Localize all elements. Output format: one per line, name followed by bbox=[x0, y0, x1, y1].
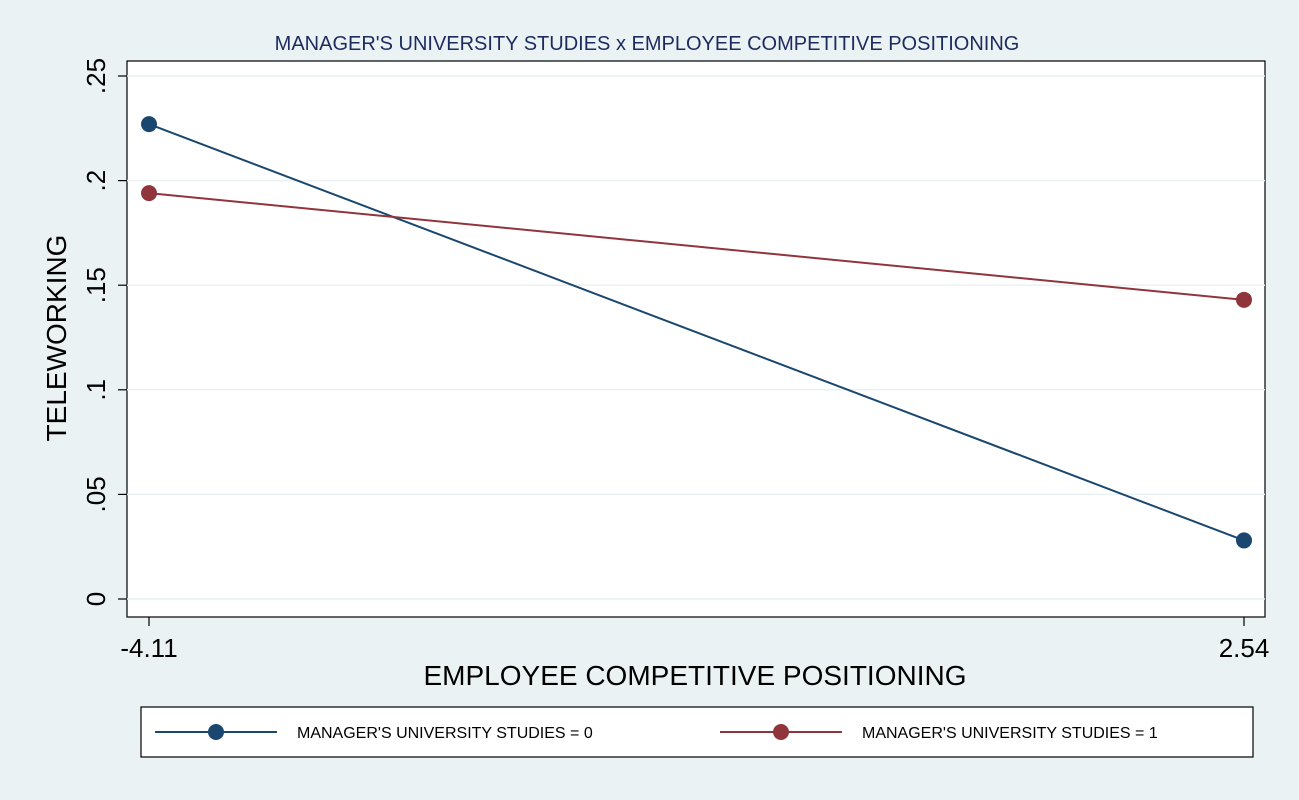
legend-marker-1 bbox=[773, 724, 789, 740]
series-point-0-1 bbox=[1236, 532, 1252, 549]
legend-entry-0: MANAGER'S UNIVERSITY STUDIES = 0 bbox=[155, 724, 593, 742]
series-point-0-0 bbox=[141, 116, 157, 133]
x-axis-label: EMPLOYEE COMPETITIVE POSITIONING bbox=[424, 660, 967, 691]
series-line-0 bbox=[148, 123, 1245, 542]
legend-entry-1: MANAGER'S UNIVERSITY STUDIES = 1 bbox=[720, 724, 1158, 742]
series-point-1-0 bbox=[141, 185, 157, 202]
x-tick-label: 2.54 bbox=[1219, 633, 1270, 663]
chart-title: MANAGER'S UNIVERSITY STUDIES x EMPLOYEE … bbox=[275, 33, 1020, 55]
legend-box bbox=[140, 706, 1254, 758]
series-line-1 bbox=[148, 192, 1245, 301]
y-tick-label: 0 bbox=[81, 592, 111, 606]
legend-marker-0 bbox=[208, 724, 224, 740]
legend-label-1: MANAGER'S UNIVERSITY STUDIES = 1 bbox=[862, 725, 1158, 742]
y-tick-label: .1 bbox=[81, 379, 111, 401]
y-tick-label: .25 bbox=[81, 58, 111, 94]
axis-layer: 0 .05 .1 .15 .2 .25 -4.11 2.54 bbox=[81, 58, 1269, 663]
legend: MANAGER'S UNIVERSITY STUDIES = 0 MANAGER… bbox=[140, 706, 1254, 758]
series-point-1-1 bbox=[1236, 291, 1252, 308]
plot-area bbox=[126, 60, 1266, 618]
y-axis-label: TELEWORKING bbox=[41, 235, 72, 442]
y-tick-label: .15 bbox=[81, 267, 111, 303]
y-tick-label: .2 bbox=[81, 170, 111, 192]
series-layer bbox=[141, 116, 1252, 549]
x-tick-label: -4.11 bbox=[120, 633, 177, 663]
legend-label-0: MANAGER'S UNIVERSITY STUDIES = 0 bbox=[297, 725, 593, 742]
y-tick-label: .05 bbox=[81, 476, 111, 512]
grid-layer bbox=[127, 75, 1265, 600]
